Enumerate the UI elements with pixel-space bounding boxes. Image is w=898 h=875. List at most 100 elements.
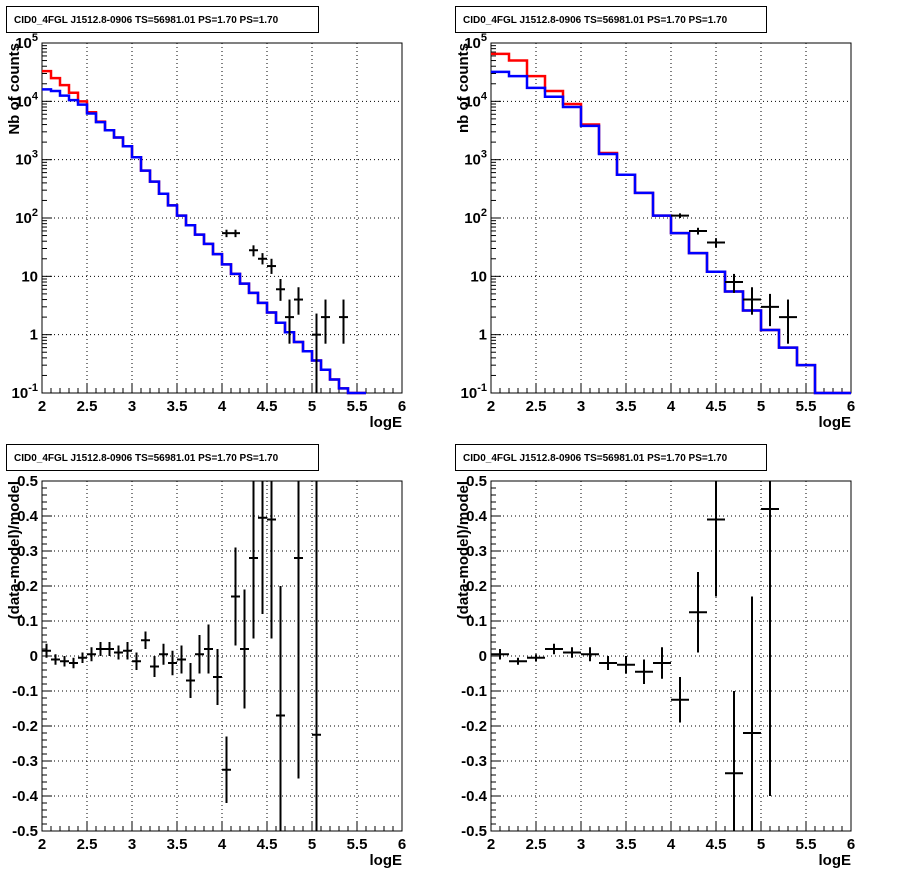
data-point xyxy=(707,481,725,597)
data-point xyxy=(132,652,141,670)
y-tick-label: 103 xyxy=(15,149,38,169)
data-point xyxy=(689,227,707,235)
x-axis-title: logE xyxy=(370,414,403,431)
data-point xyxy=(671,677,689,723)
y-tick-label: -0.3 xyxy=(12,753,38,770)
x-tick-label: 5 xyxy=(308,398,316,415)
x-tick-label: 4 xyxy=(218,398,227,415)
y-tick-label: -0.3 xyxy=(461,753,487,770)
x-tick-label: 5.5 xyxy=(347,836,368,853)
chart-title: CID0_4FGL J1512.8-0906 TS=56981.01 PS=1.… xyxy=(463,15,728,26)
data-point xyxy=(114,645,123,660)
x-tick-label: 2.5 xyxy=(77,836,98,853)
y-tick-label: -0.4 xyxy=(461,788,488,805)
x-tick-label: 5 xyxy=(308,836,316,853)
data-point xyxy=(276,586,285,831)
x-tick-label: 6 xyxy=(398,398,406,415)
chart-title: CID0_4FGL J1512.8-0906 TS=56981.01 PS=1.… xyxy=(463,453,728,464)
y-tick-label: -0.2 xyxy=(12,718,38,735)
x-tick-label: 6 xyxy=(847,836,855,853)
data-point xyxy=(294,481,303,779)
data-point xyxy=(617,656,635,674)
data-point xyxy=(491,649,509,660)
y-tick-label: 0.2 xyxy=(466,578,487,595)
data-point xyxy=(285,299,294,344)
data-point xyxy=(671,213,689,218)
data-point xyxy=(509,657,527,665)
data-point xyxy=(258,253,267,265)
data-point xyxy=(321,299,330,344)
x-tick-label: 3.5 xyxy=(167,836,188,853)
y-tick-label: 0 xyxy=(479,648,487,665)
data-point xyxy=(339,299,348,344)
plot-frame xyxy=(41,480,403,832)
y-tick-label: 102 xyxy=(464,207,487,227)
x-tick-label: 6 xyxy=(398,836,406,853)
y-tick-label: -0.4 xyxy=(12,788,39,805)
x-tick-label: 2 xyxy=(487,398,495,415)
x-tick-label: 5.5 xyxy=(796,836,817,853)
x-tick-label: 2 xyxy=(38,836,46,853)
data-point xyxy=(240,589,249,709)
y-tick-label: 105 xyxy=(15,32,38,52)
x-tick-label: 4.5 xyxy=(257,836,278,853)
y-tick-label: 10-1 xyxy=(461,382,487,402)
y-tick-label: 0.4 xyxy=(466,508,488,525)
data-point xyxy=(563,647,581,658)
y-axis-title: (data-model)/model xyxy=(6,481,23,619)
y-tick-label: -0.1 xyxy=(461,683,487,700)
data-point xyxy=(222,736,231,803)
y-tick-label: -0.2 xyxy=(461,718,487,735)
y-tick-label: 0.4 xyxy=(17,508,39,525)
data-point xyxy=(60,656,69,667)
chart-panel-4: CID0_4FGL J1512.8-0906 TS=56981.01 PS=1.… xyxy=(455,444,855,869)
y-tick-label: 1 xyxy=(479,327,487,344)
chart-title-box xyxy=(6,6,319,33)
data-point xyxy=(276,279,285,301)
chart-title-box xyxy=(455,6,767,33)
x-tick-label: 5 xyxy=(757,836,765,853)
y-tick-label: 0.2 xyxy=(17,578,38,595)
chart-title: CID0_4FGL J1512.8-0906 TS=56981.01 PS=1.… xyxy=(14,453,279,464)
y-tick-label: 0.3 xyxy=(466,543,487,560)
x-tick-label: 2.5 xyxy=(77,398,98,415)
x-axis-title: logE xyxy=(819,414,852,431)
plot-frame xyxy=(41,42,403,394)
x-tick-label: 2 xyxy=(38,398,46,415)
data-point xyxy=(312,481,321,831)
data-point xyxy=(195,635,204,674)
data-point xyxy=(689,572,707,653)
data-point xyxy=(635,659,653,684)
y-tick-label: 1 xyxy=(30,327,38,344)
data-point xyxy=(267,258,276,274)
chart-panel-2: CID0_4FGL J1512.8-0906 TS=56981.01 PS=1.… xyxy=(455,6,855,431)
plot-frame xyxy=(490,480,852,832)
chart-panel-3: CID0_4FGL J1512.8-0906 TS=56981.01 PS=1.… xyxy=(6,444,406,869)
y-tick-label: 0.1 xyxy=(17,613,38,630)
x-tick-label: 4.5 xyxy=(257,398,278,415)
data-point xyxy=(653,647,671,679)
x-axis-title: logE xyxy=(819,852,852,869)
data-point xyxy=(779,299,797,344)
data-point xyxy=(725,273,743,293)
plot-frame xyxy=(490,42,852,394)
data-point xyxy=(105,642,114,656)
x-tick-label: 3.5 xyxy=(616,836,637,853)
x-tick-label: 5 xyxy=(757,398,765,415)
x-tick-label: 5.5 xyxy=(347,398,368,415)
data-point xyxy=(96,642,105,656)
data-point xyxy=(204,624,213,674)
data-point xyxy=(168,650,177,676)
data-point xyxy=(527,654,545,662)
x-tick-label: 2 xyxy=(487,836,495,853)
x-tick-label: 4 xyxy=(218,836,227,853)
y-tick-label: 103 xyxy=(464,149,487,169)
y-tick-label: -0.1 xyxy=(12,683,38,700)
data-point xyxy=(51,654,60,665)
data-point xyxy=(761,481,779,796)
data-point xyxy=(177,645,186,674)
x-tick-label: 4.5 xyxy=(706,398,727,415)
data-point xyxy=(42,643,51,658)
x-tick-label: 5.5 xyxy=(796,398,817,415)
